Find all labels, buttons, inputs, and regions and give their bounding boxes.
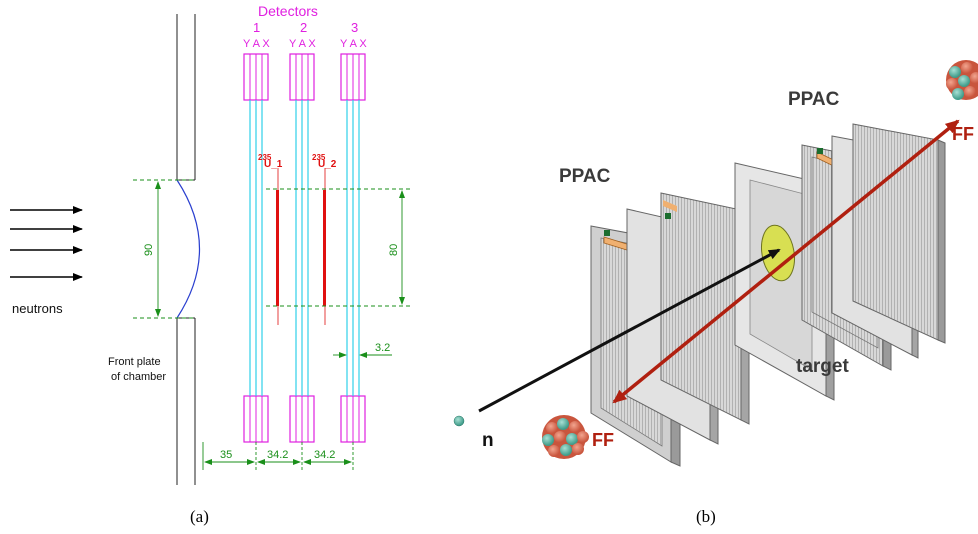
ff-top-label: FF [952, 124, 974, 144]
plane-labels-1: Y A X [243, 38, 270, 50]
panel-b: PPAC PPAC target n FF FF (b) [453, 60, 978, 526]
neutron-track [478, 248, 781, 413]
front-plate [176, 14, 200, 485]
front-plate-label-1: Front plate [108, 356, 161, 368]
dim-bottom-3: 34.2 [314, 449, 335, 461]
front-plate-label-2: of chamber [111, 371, 166, 383]
target-u1-name: U_1 [264, 159, 283, 170]
target-u1 [276, 168, 279, 325]
target-u2-mass: 235 [312, 153, 326, 162]
neutrons-label: neutrons [12, 301, 63, 316]
detector-3 [340, 53, 366, 443]
detector-number-2: 2 [300, 20, 307, 35]
plane-labels-3: Y A X [340, 38, 367, 50]
target-u2-name: U_2 [318, 159, 337, 170]
target-u2 [323, 168, 326, 325]
target-label: target [796, 356, 849, 377]
window-curve [176, 179, 200, 319]
detector-number-1: 1 [253, 20, 260, 35]
dim-target [266, 188, 410, 307]
plane-labels-2: Y A X [289, 38, 316, 50]
detectors-title: Detectors [258, 3, 318, 19]
neutron-arrows [10, 206, 83, 281]
detector-2 [289, 53, 315, 443]
target-u1-mass: 235 [258, 153, 272, 162]
ppac-right-label: PPAC [788, 89, 840, 110]
detector-number-3: 3 [351, 20, 358, 35]
detector-1 [243, 53, 269, 443]
dim-window [133, 179, 196, 319]
ff-bottom-label: FF [592, 430, 614, 450]
dim-bottom-2: 34.2 [267, 449, 288, 461]
ff-cluster-top [946, 60, 978, 100]
panel-a: neutrons Front plate of chamber 90 Detec… [10, 3, 410, 526]
ff-cluster-bottom [542, 415, 589, 459]
caption-b: (b) [696, 507, 716, 526]
n-label: n [482, 430, 494, 451]
neutron-ball [453, 415, 465, 427]
caption-a: (a) [190, 507, 209, 526]
ppac-left-label: PPAC [559, 166, 611, 187]
ff-track [612, 119, 960, 404]
dim-bottom-1: 35 [220, 449, 232, 461]
dim-bottom [202, 442, 354, 470]
dim-gap-label: 3.2 [375, 342, 390, 354]
dim-target-label: 80 [388, 244, 400, 256]
dim-window-label: 90 [143, 244, 155, 256]
